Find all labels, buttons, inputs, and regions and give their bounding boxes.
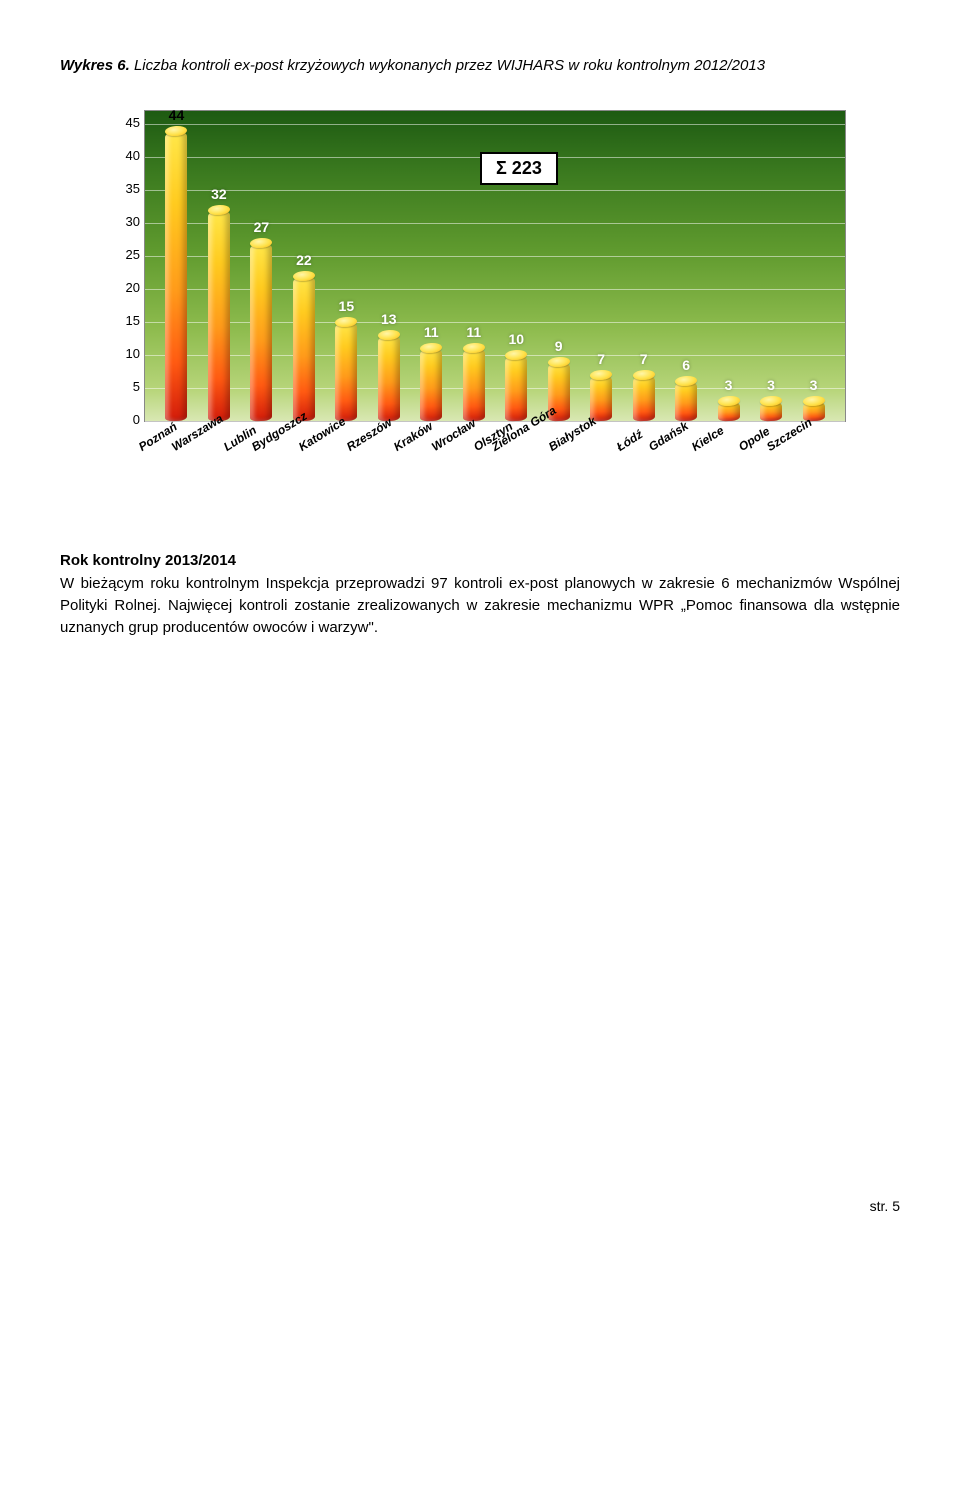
bar — [718, 401, 740, 422]
section-heading: Rok kontrolny 2013/2014 — [60, 552, 900, 569]
gridline — [145, 124, 845, 125]
x-tick-label: Łódź — [614, 427, 645, 454]
bar-value: 22 — [296, 252, 312, 268]
y-tick-label: 25 — [100, 247, 140, 262]
bar — [378, 335, 400, 422]
bar — [293, 275, 315, 421]
y-tick-label: 15 — [100, 313, 140, 328]
bar-value: 3 — [810, 377, 818, 393]
y-tick-label: 0 — [100, 412, 140, 427]
y-tick-label: 45 — [100, 115, 140, 130]
y-tick-label: 35 — [100, 181, 140, 196]
y-tick-label: 5 — [100, 379, 140, 394]
bar-value: 32 — [211, 186, 227, 202]
gridline — [145, 223, 845, 224]
bar — [590, 374, 612, 421]
gridline — [145, 190, 845, 191]
y-tick-label: 20 — [100, 280, 140, 295]
y-tick-label: 10 — [100, 346, 140, 361]
y-tick-label: 40 — [100, 148, 140, 163]
bar-value: 9 — [555, 338, 563, 354]
x-tick-label: Kraków — [391, 419, 435, 454]
bar-value: 27 — [254, 219, 270, 235]
body-paragraph: W bieżącym roku kontrolnym Inspekcja prz… — [60, 573, 900, 638]
bar-value: 6 — [682, 357, 690, 373]
x-tick-label: Kielce — [689, 423, 726, 454]
bar — [420, 348, 442, 422]
x-tick-label: Gdańsk — [646, 419, 691, 454]
bar-value: 3 — [767, 377, 775, 393]
chart-caption: Wykres 6. Liczba kontroli ex-post krzyżo… — [60, 55, 900, 76]
bar-value: 3 — [725, 377, 733, 393]
bar — [335, 322, 357, 422]
bar — [463, 348, 485, 422]
bar — [208, 209, 230, 421]
bar — [675, 381, 697, 422]
sigma-total: Σ 223 — [480, 152, 558, 185]
bar — [505, 354, 527, 421]
bar-value: 7 — [640, 351, 648, 367]
bar-value: 10 — [508, 331, 524, 347]
bar-value: 11 — [424, 324, 439, 340]
bar — [165, 130, 187, 421]
bar-value: 15 — [339, 298, 355, 314]
bar — [760, 401, 782, 422]
chart-caption-rest: Liczba kontroli ex-post krzyżowych wykon… — [130, 57, 765, 74]
page-footer: str. 5 — [60, 1198, 900, 1214]
chart-caption-prefix: Wykres 6. — [60, 57, 130, 74]
bar-value: 13 — [381, 311, 397, 327]
bar-chart: 44 32 27 22 15 13 11 11 10 9 7 7 6 3 3 3 0 5 10 15 20 25 30 35… — [100, 92, 860, 512]
bar-value: 44 — [169, 107, 185, 123]
bar-value: 7 — [597, 351, 605, 367]
bar-value: 11 — [466, 324, 481, 340]
y-tick-label: 30 — [100, 214, 140, 229]
bar — [250, 242, 272, 421]
bar — [633, 374, 655, 421]
